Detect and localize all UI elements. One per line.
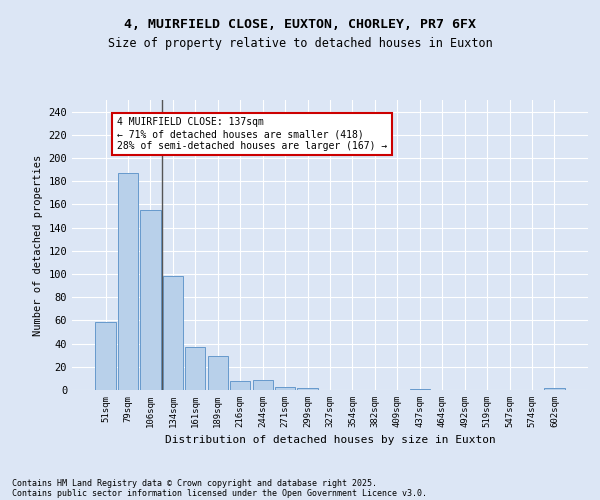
Bar <box>253 380 273 390</box>
Text: 4 MUIRFIELD CLOSE: 137sqm
← 71% of detached houses are smaller (418)
28% of semi: 4 MUIRFIELD CLOSE: 137sqm ← 71% of detac… <box>117 118 387 150</box>
Bar <box>410 389 430 390</box>
Bar <box>298 388 317 390</box>
Bar <box>275 386 295 390</box>
Text: Contains HM Land Registry data © Crown copyright and database right 2025.: Contains HM Land Registry data © Crown c… <box>12 478 377 488</box>
Bar <box>208 356 228 390</box>
Y-axis label: Number of detached properties: Number of detached properties <box>33 154 43 336</box>
Bar <box>118 173 138 390</box>
Bar <box>163 276 183 390</box>
Bar <box>140 210 161 390</box>
Text: Size of property relative to detached houses in Euxton: Size of property relative to detached ho… <box>107 38 493 51</box>
Bar <box>95 322 116 390</box>
Bar <box>230 380 250 390</box>
X-axis label: Distribution of detached houses by size in Euxton: Distribution of detached houses by size … <box>164 436 496 446</box>
Bar <box>185 347 205 390</box>
Text: Contains public sector information licensed under the Open Government Licence v3: Contains public sector information licen… <box>12 488 427 498</box>
Text: 4, MUIRFIELD CLOSE, EUXTON, CHORLEY, PR7 6FX: 4, MUIRFIELD CLOSE, EUXTON, CHORLEY, PR7… <box>124 18 476 30</box>
Bar <box>544 388 565 390</box>
